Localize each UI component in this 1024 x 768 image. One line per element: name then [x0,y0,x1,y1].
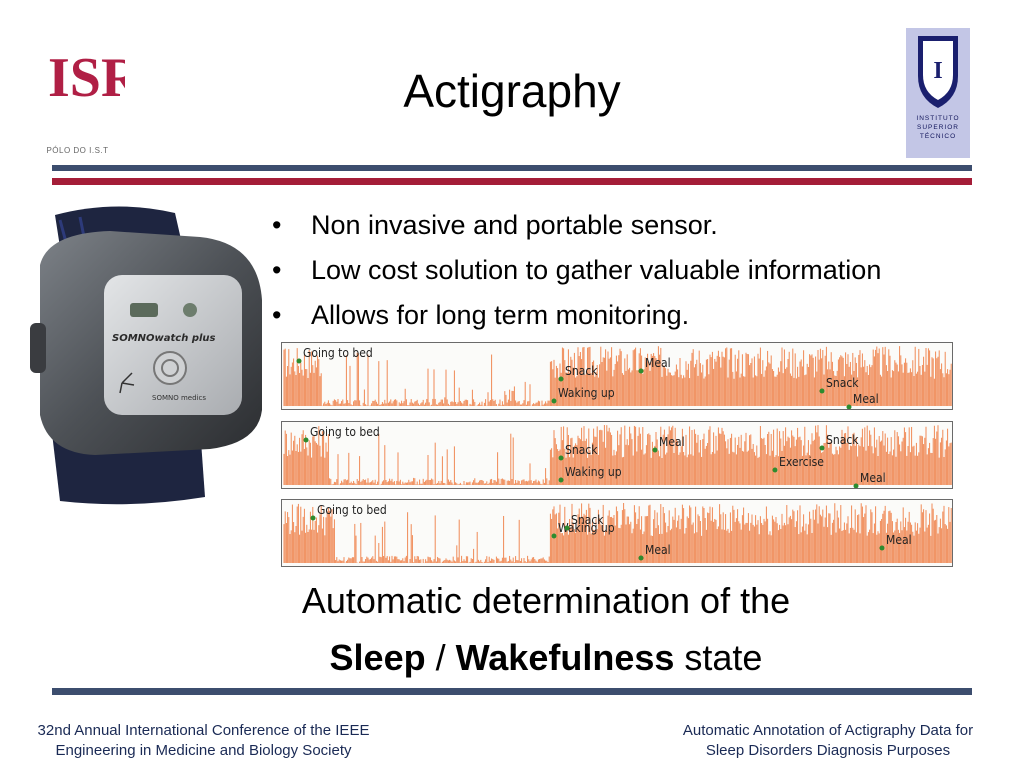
ist-logo: I INSTITUTO SUPERIOR TÉCNICO [906,28,970,158]
event-marker [846,404,852,409]
event-label: Meal [645,543,671,557]
bullet-item: • Non invasive and portable sensor. [262,203,1002,248]
event-label: Going to bed [303,346,373,360]
footer-paper-title: Automatic Annotation of Actigraphy Data … [642,721,1014,761]
event-label: Meal [860,471,886,485]
event-label: Going to bed [310,425,380,439]
activity-trace-3: Going to bed Waking up Meal Snack Meal [281,499,953,567]
caption-tail: state [684,637,763,678]
bullet-list: • Non invasive and portable sensor. • Lo… [262,203,1002,338]
ist-shield-icon: I [918,36,958,108]
watch-brand-label: SOMNOwatch plus [112,333,216,344]
caption-line-2: Sleep / Wakefulness state [276,637,816,679]
event-marker [652,447,658,453]
footer-conference: 32nd Annual International Conference of … [6,721,401,761]
footer-left-line-2: Engineering in Medicine and Biology Soci… [55,742,352,759]
bullet-marker: • [272,210,282,240]
caption-separator: / [435,637,446,678]
event-label: Going to bed [317,503,387,517]
footer-left-line-1: 32nd Annual International Conference of … [37,722,370,739]
event-marker [558,376,564,382]
watch-maker-label: SOMNO medics [152,394,206,402]
activity-trace-2: Going to bed Snack Waking up Meal Exercise Me… [281,421,953,489]
page-title: Actigraphy [403,65,621,117]
header-rule-red [52,178,972,185]
event-marker [296,358,302,364]
event-marker [819,445,825,451]
event-label: Snack [565,443,598,457]
event-marker [819,388,825,394]
event-marker [638,368,644,374]
bullet-text: Non invasive and portable sensor. [311,210,718,240]
event-marker [558,477,564,483]
actigraph-watch-image: SOMNOwatch plus SOMNO medics [0,205,270,505]
event-marker [638,555,644,561]
activity-trace-1: Going to bed Snack Waking up Meal Snack Meal [281,342,953,410]
event-marker [303,437,309,443]
event-label: Snack [826,433,859,447]
event-label: Waking up [565,465,622,479]
event-label: Meal [853,392,879,406]
event-label: Meal [886,533,912,547]
footer-right-line-1: Automatic Annotation of Actigraphy Data … [682,722,974,739]
caption-sleep: Sleep [329,637,426,678]
event-label: Meal [659,435,685,449]
bullet-text: Allows for long term monitoring. [311,300,690,330]
event-marker [558,455,564,461]
event-label: Waking up [558,521,615,535]
activity-trace-svg: Going to bed Snack Waking up Meal Snack Meal [283,346,952,409]
footer-rule-blue [52,688,972,695]
event-marker [853,483,859,488]
event-label: Meal [645,356,671,370]
event-label: Snack [826,376,859,390]
ist-line-2: SUPERIOR [917,124,959,131]
event-marker [772,467,778,473]
footer-right-line-2: Sleep Disorders Diagnosis Purposes [705,742,951,759]
ist-line-1: INSTITUTO [916,115,960,122]
svg-text:I: I [933,58,942,84]
bullet-marker: • [272,255,282,285]
bullet-item: • Allows for long term monitoring. [262,293,1002,338]
event-marker [310,515,316,521]
bullet-marker: • [272,300,282,330]
event-label: Snack [571,513,604,527]
ist-logo-text: INSTITUTO SUPERIOR TÉCNICO [906,114,970,141]
caption-line-1: Automatic determination of the [301,580,791,621]
watch-icon: SOMNOwatch plus SOMNO medics [30,206,262,505]
event-label: Snack [565,364,598,378]
activity-trace-svg: Going to bed Snack Waking up Meal Exercise Me… [283,425,952,488]
event-label: Exercise [779,455,824,469]
header-rule-blue [52,165,972,171]
event-marker [551,398,557,404]
event-label: Waking up [558,386,615,400]
event-marker [551,533,557,539]
ist-line-3: TÉCNICO [919,133,957,140]
bullet-item: • Low cost solution to gather valuable i… [262,248,1002,293]
caption-wakefulness: Wakefulness [455,637,675,678]
bullet-text: Low cost solution to gather valuable inf… [311,255,882,285]
isr-subtitle: PÓLO DO I.S.T [46,146,109,155]
event-marker [879,545,885,551]
activity-trace-svg: Going to bed Waking up Meal Snack Meal [283,503,952,563]
event-marker [564,525,570,531]
